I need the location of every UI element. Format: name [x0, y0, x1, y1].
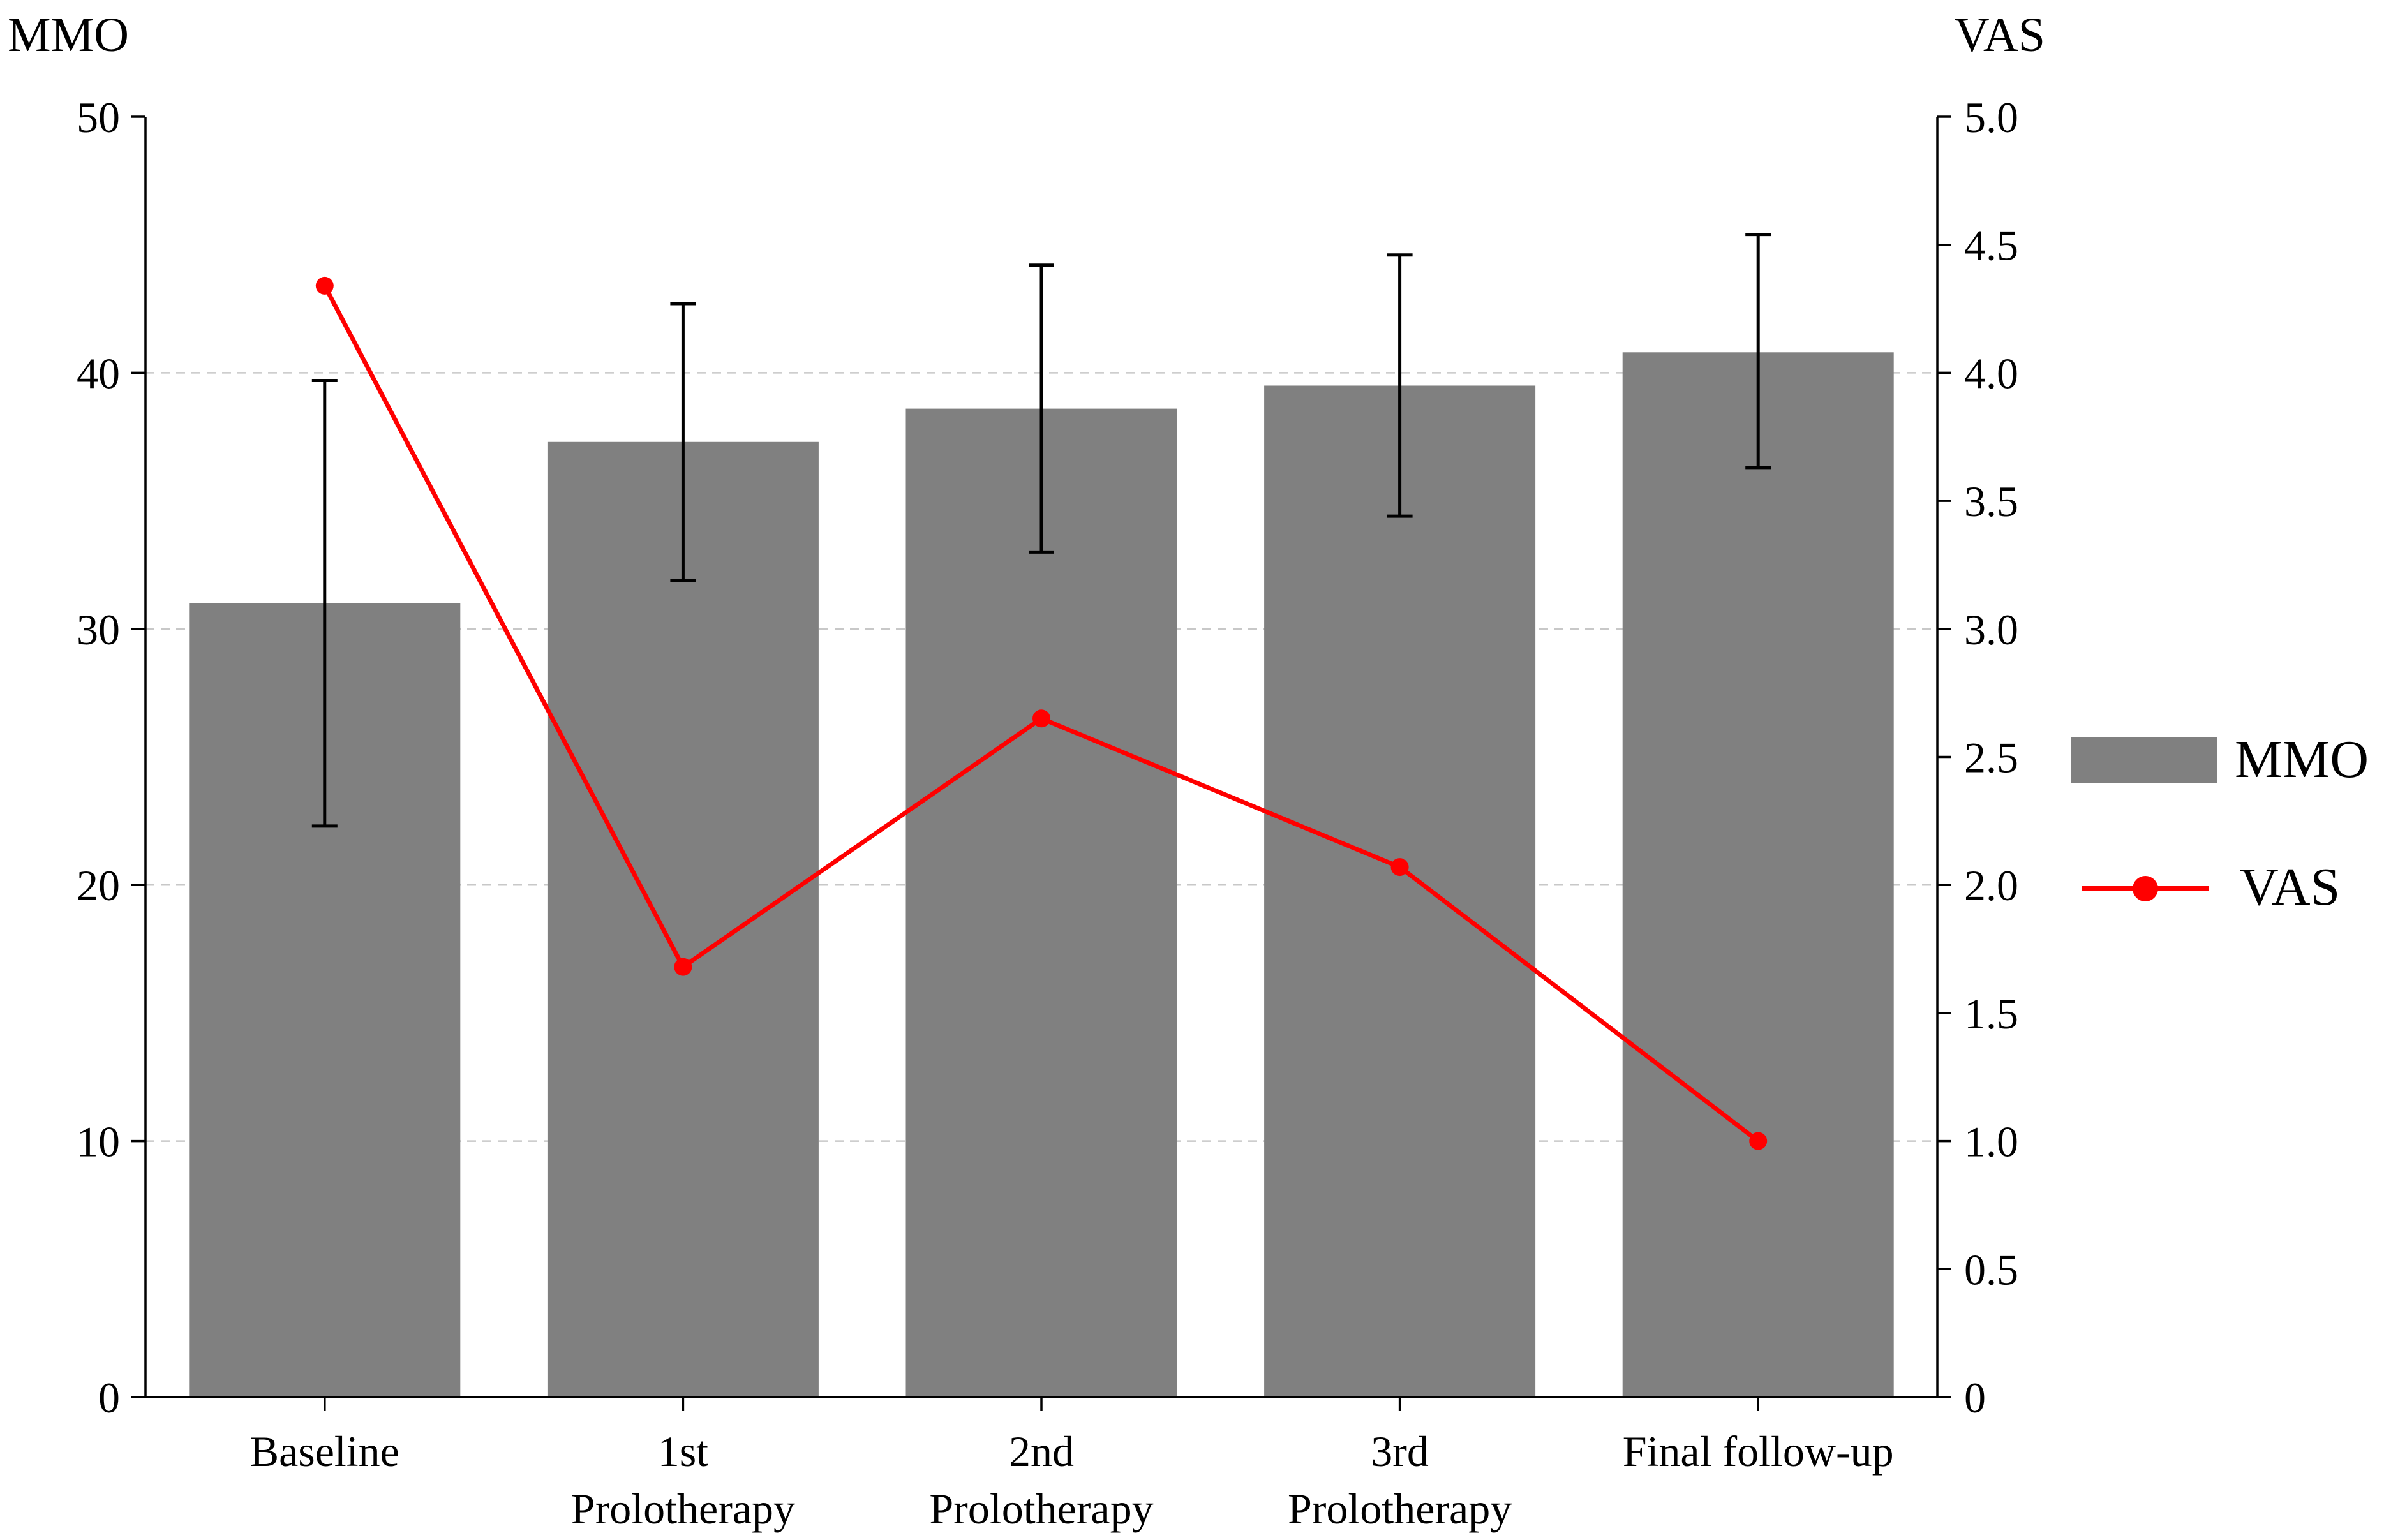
- left-axis-title: MMO: [8, 8, 129, 62]
- legend-label-mmo: MMO: [2235, 730, 2369, 789]
- x-tick-label: Final follow-up: [1623, 1427, 1894, 1476]
- x-tick-label-line: Prolotherapy: [1288, 1484, 1512, 1533]
- x-tick-label: 2nd Prolotherapy: [929, 1427, 1153, 1533]
- x-tick-label-line: 1st: [658, 1427, 708, 1476]
- right-tick-label: 1.0: [1964, 1118, 2018, 1166]
- error-bars: [311, 233, 1771, 828]
- left-tick-label: 0: [98, 1373, 120, 1422]
- right-tick-label: 1.5: [1964, 989, 2018, 1038]
- x-tick-label: 3rd Prolotherapy: [1288, 1427, 1512, 1533]
- right-tick-label: 2.0: [1964, 861, 2018, 910]
- x-tick-label-line: Prolotherapy: [929, 1484, 1153, 1533]
- left-tick-label: 40: [77, 349, 120, 397]
- point-vas: [1749, 1132, 1768, 1150]
- right-tick-label: 0: [1964, 1373, 1986, 1422]
- right-tick-label: 3.5: [1964, 477, 2018, 526]
- right-tick-label: 3.0: [1964, 605, 2018, 654]
- point-vas: [674, 958, 692, 976]
- right-tick-label: 5.0: [1964, 93, 2018, 142]
- legend-marker-vas: [2133, 876, 2158, 901]
- bar-mmo: [905, 408, 1177, 1398]
- x-tick-label-line: Final follow-up: [1623, 1427, 1894, 1476]
- x-tick-label-line: 3rd: [1371, 1427, 1429, 1476]
- x-tick-label-line: Baseline: [250, 1427, 399, 1476]
- labels: 0 10 20 30 40 50 0 0.5 1.0 1.5 2.0 2.5 3.0 3.5 4.0 4.5 5…: [8, 8, 2045, 1533]
- bar-mmo: [1622, 352, 1894, 1397]
- right-axis-title: VAS: [1955, 8, 2045, 62]
- point-vas: [315, 276, 334, 295]
- x-tick-label-line: 2nd: [1009, 1427, 1074, 1476]
- vas-line-layer: [315, 276, 1768, 1150]
- right-tick-label: 2.5: [1964, 734, 2018, 782]
- left-tick-label: 10: [77, 1118, 120, 1166]
- left-tick-label: 20: [77, 861, 120, 910]
- left-tick-label: 50: [77, 93, 120, 142]
- bar-mmo: [1264, 385, 1536, 1397]
- point-vas: [1032, 709, 1050, 728]
- right-tick-label: 0.5: [1964, 1245, 2018, 1294]
- x-tick-label: Baseline: [250, 1427, 399, 1476]
- right-tick-label: 4.5: [1964, 221, 2018, 270]
- legend-label-vas: VAS: [2240, 857, 2340, 917]
- legend-swatch-mmo: [2071, 737, 2217, 783]
- x-tick-label-line: Prolotherapy: [571, 1484, 795, 1533]
- x-tick-label: 1st Prolotherapy: [571, 1427, 795, 1533]
- bar-mmo: [547, 441, 819, 1397]
- point-vas: [1390, 858, 1409, 877]
- right-tick-label: 4.0: [1964, 349, 2018, 397]
- legend: MMO VAS: [2071, 730, 2369, 917]
- left-tick-label: 30: [77, 605, 120, 654]
- axes: [131, 115, 1951, 1411]
